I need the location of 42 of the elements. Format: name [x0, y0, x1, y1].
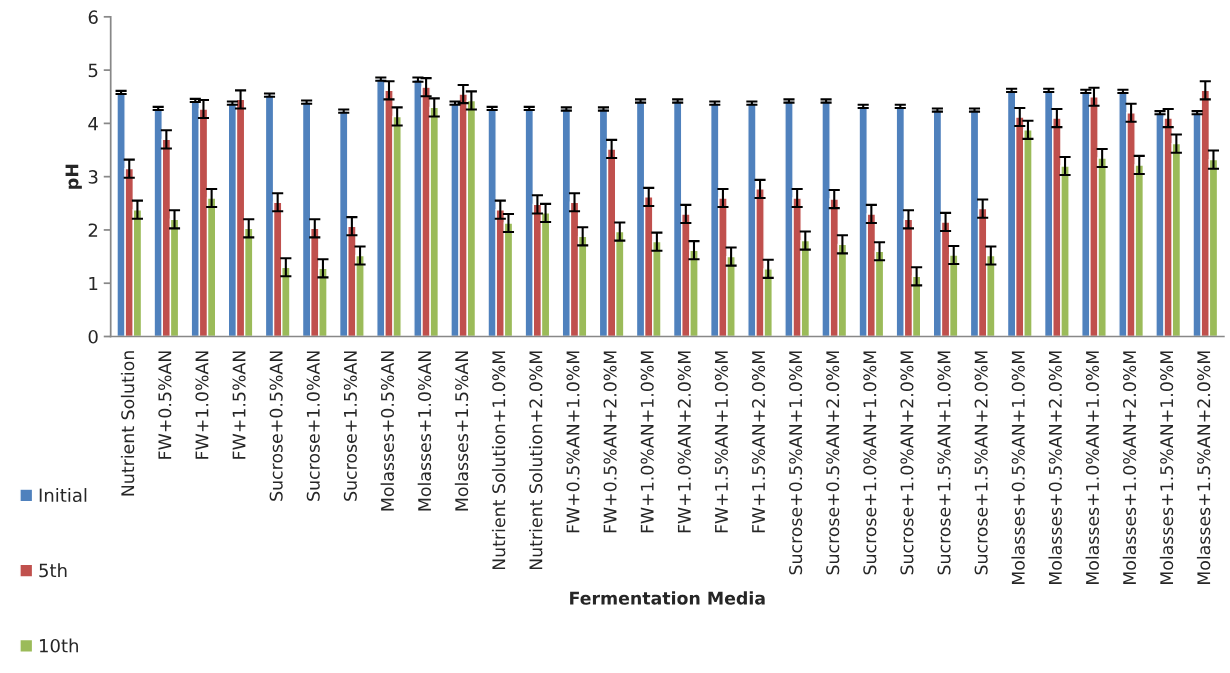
x-tick-label: FW+0.5%AN [158, 351, 172, 459]
y-tick-label: 0 [88, 329, 98, 344]
x-tick-label: Molasses+0.5%AN+2.0%M [1048, 351, 1062, 585]
x-tick-label: Molasses+1.5%AN+1.0%M [1159, 351, 1174, 585]
x-tick-label: Sucrose+1.5%AN+2.0%M [974, 351, 988, 575]
x-tick-label: FW+1.5%AN+2.0%M [751, 351, 766, 533]
y-axis-title: pH [65, 164, 82, 189]
x-tick-label: FW+1.0%AN+1.0%M [640, 351, 654, 533]
x-tick-label: Molasses+1.0%AN+1.0%M [1085, 351, 1100, 585]
x-tick-label: Nutrient Solution+1.0%M [491, 351, 506, 570]
x-tick-label: Molasses+0.5%AN+1.0%M [1011, 351, 1025, 585]
x-tick-label: FW+1.5%AN+1.0%M [714, 351, 728, 533]
x-tick-label: Molasses+1.0%AN [417, 351, 432, 511]
x-tick-label: Nutrient Solution [120, 351, 135, 496]
y-tick-label: 1 [89, 276, 98, 291]
x-tick-label: Sucrose+1.0%AN+1.0%M [863, 351, 877, 575]
y-tick-label: 6 [88, 10, 98, 24]
x-tick-label: Nutrient Solution+2.0%M [529, 351, 543, 570]
y-tick-label: 3 [88, 170, 98, 184]
x-tick-label: FW+1.0%AN+2.0%M [677, 351, 691, 533]
x-tick-label: FW+0.5%AN+1.0%M [566, 351, 580, 533]
x-tick-label: Molasses+1.5%AN+2.0%M [1196, 351, 1211, 585]
x-tick-label: Molasses+1.0%AN+2.0%M [1122, 351, 1137, 585]
x-tick-label: Sucrose+1.5%AN+1.0%M [937, 351, 951, 575]
x-tick-label: Sucrose+1.5%AN [343, 351, 357, 501]
x-tick-label: Sucrose+0.5%AN+1.0%M [789, 351, 803, 575]
legend-label: Initial [39, 488, 87, 503]
x-tick-label: FW+1.5%AN [232, 351, 246, 459]
x-tick-label: Sucrose+1.0%AN+2.0%M [900, 351, 914, 575]
legend-label: 10th [39, 638, 78, 653]
legend-label: 5th [39, 563, 67, 578]
x-tick-label: Sucrose+0.5%AN+2.0%M [826, 351, 840, 575]
x-tick-label: Molasses+1.5%AN [454, 351, 469, 511]
x-tick-label: Molasses+0.5%AN [380, 351, 395, 511]
y-tick-label: 4 [88, 117, 98, 131]
x-tick-label: FW+1.0%AN [195, 351, 209, 459]
y-tick-label: 2 [88, 223, 98, 237]
y-tick-label: 5 [88, 63, 98, 78]
x-tick-label: Sucrose+0.5%AN [269, 351, 283, 501]
x-tick-label: Sucrose+1.0%AN [306, 351, 320, 501]
x-tick-label: FW+0.5%AN+2.0%M [603, 351, 617, 533]
x-axis-title: Fermentation Media [570, 591, 765, 605]
